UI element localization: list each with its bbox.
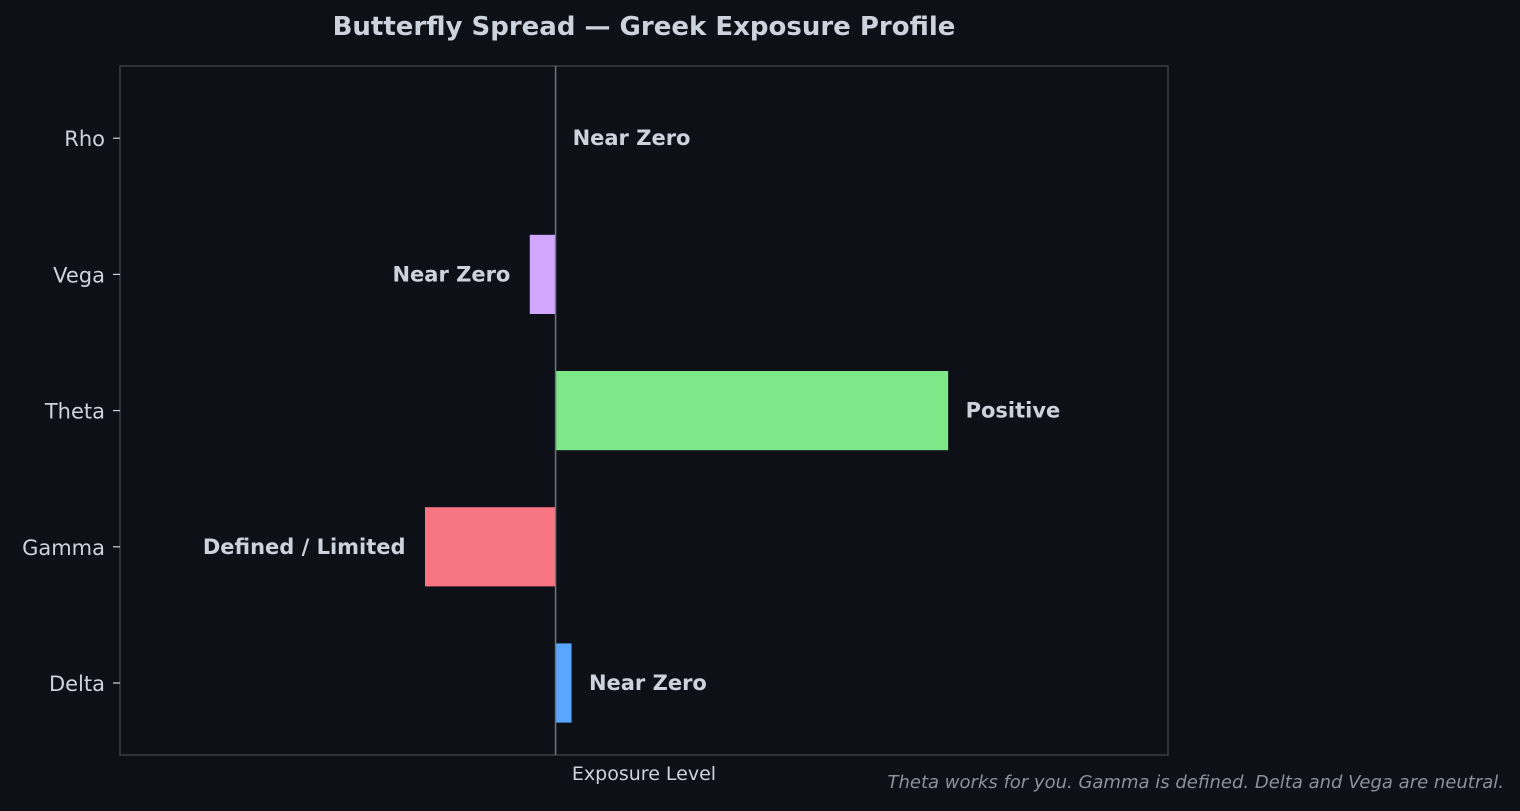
y-tick-label-rho: Rho <box>64 127 105 151</box>
y-tick-label-vega: Vega <box>53 263 105 287</box>
y-tick-label-theta: Theta <box>44 400 105 424</box>
bar-label-rho: Near Zero <box>573 126 691 150</box>
bar-theta <box>555 370 949 452</box>
footnote-caption: Theta works for you. Gamma is defined. D… <box>887 772 1504 793</box>
x-axis-label: Exposure Level <box>572 763 716 785</box>
bar-label-vega: Near Zero <box>392 262 510 286</box>
bar-label-gamma: Defined / Limited <box>203 535 406 559</box>
bar-label-delta: Near Zero <box>589 671 707 695</box>
chart-title: Butterfly Spread — Greek Exposure Profil… <box>333 12 956 42</box>
y-axis: Delta Gamma Theta Vega Rho <box>22 127 120 696</box>
bar-label-theta: Positive <box>966 399 1061 423</box>
bar-labels: Near Zero Defined / Limited Positive Near Z… <box>203 126 1060 695</box>
bars-layer <box>424 233 949 724</box>
bar-delta <box>555 642 573 724</box>
bar-vega <box>528 233 556 315</box>
y-tick-label-delta: Delta <box>49 672 105 696</box>
bar-gamma <box>424 506 556 588</box>
y-tick-label-gamma: Gamma <box>22 536 105 560</box>
